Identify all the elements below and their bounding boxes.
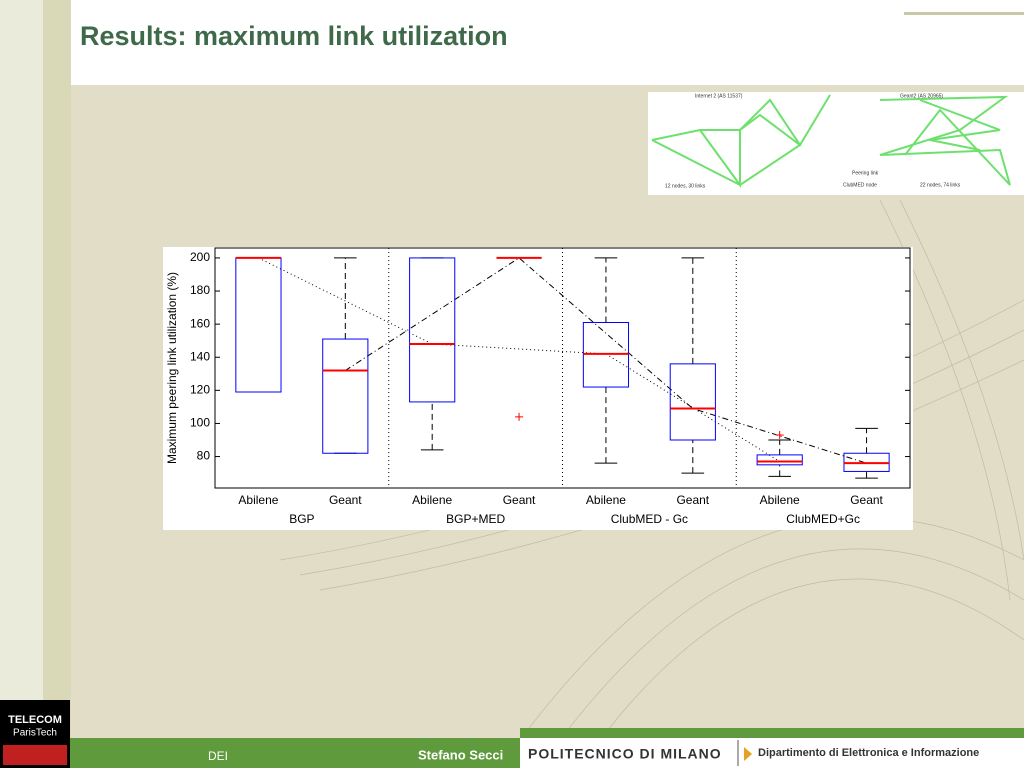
box [756,454,803,466]
y-axis-label: Maximum peering link utilization (%) [165,272,179,464]
y-tick-label: 200 [190,250,210,264]
x-tick-label: Abilene [238,493,278,507]
group-label: BGP+MED [446,512,505,526]
outlier [515,412,524,421]
footer-author: Stefano Secci [418,747,503,762]
y-tick-label: 140 [190,349,210,363]
footer-text: DEI [208,749,228,763]
y-tick-label: 100 [190,416,210,430]
network-figure-bg [648,92,1024,195]
x-tick-label: Abilene [586,493,626,507]
logo-text: Dipartimento di Elettronica e Informazio… [758,747,979,759]
group-label: ClubMED+Gc [786,512,860,526]
left-stripe [43,0,71,768]
network-label: 22 nodes, 74 links [920,182,961,188]
group-label: ClubMED - Gc [611,512,688,526]
network-texts: Internet 2 (AS 11537) Geant2 (AS 20965) … [665,93,961,189]
x-tick-label: Geant [329,493,362,507]
footer-bar [70,738,520,768]
x-tick-label: Geant [676,493,709,507]
network-label: Geant2 (AS 20965) [900,93,943,99]
footer-rule [520,728,1024,738]
x-tick-label: Geant [850,493,883,507]
header-rule [904,12,1024,15]
logo-emblem [3,745,67,765]
network-label: Internet 2 (AS 11537) [695,93,743,99]
median-link [345,257,867,464]
header-bg [0,0,1024,85]
chart-panel [163,247,913,530]
network-label: ClubMED node [843,182,877,188]
x-tick-label: Geant [503,493,536,507]
outlier [775,431,784,440]
box [409,257,456,403]
network-links [651,94,1011,189]
logo-text: TELECOM [8,714,62,726]
box [322,338,369,454]
logo-text: POLITECNICO DI MILANO [528,746,722,762]
y-tick-label: 160 [190,316,210,330]
network-label: Peering link [852,170,879,176]
y-tick-label: 80 [197,449,211,463]
x-tick-label: Abilene [760,493,800,507]
median-link [258,257,780,462]
slide-title: Results: maximum link utilization [80,21,508,51]
left-stripe [0,0,43,768]
group-label: BGP [289,512,314,526]
logo-text: ParisTech [13,728,57,739]
box [669,363,716,441]
x-tick-label: Abilene [412,493,452,507]
logo-icon [744,747,752,761]
network-label: 12 nodes, 30 links [665,183,706,189]
y-tick-label: 120 [190,383,210,397]
y-tick-label: 180 [190,283,210,297]
